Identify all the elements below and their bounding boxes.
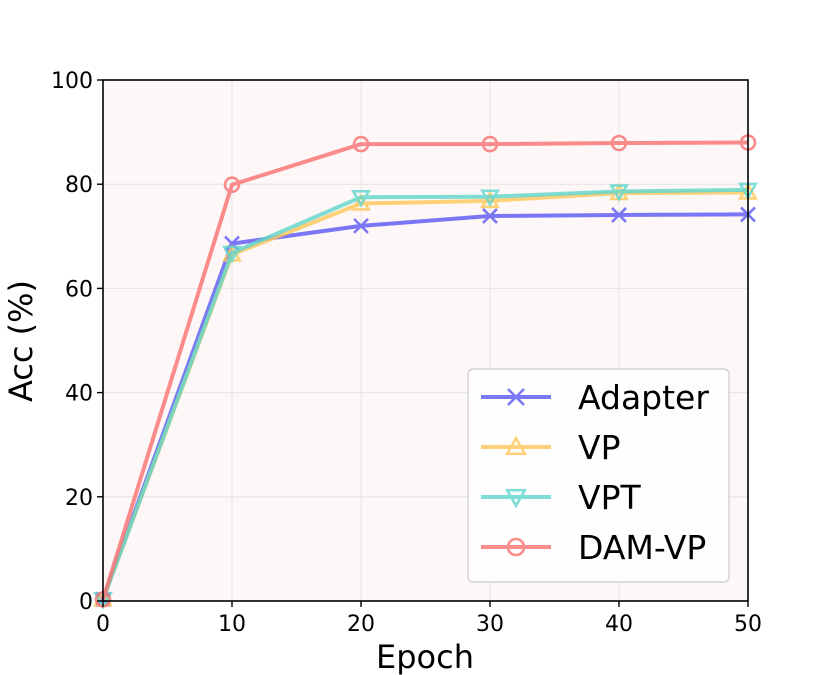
legend-swatch-adapter [481, 388, 551, 406]
y-tick-label: 100 [51, 69, 93, 94]
legend-label-vp: VP [578, 428, 620, 467]
series-line-vpt [101, 187, 749, 601]
legend-label-adapter: Adapter [578, 378, 709, 417]
legend-item-dam-vp: DAM-VP [481, 528, 706, 567]
data-point-dam-vp [610, 134, 628, 152]
legend-item-adapter: Adapter [481, 378, 709, 417]
data-point-adapter [353, 217, 369, 234]
x-tick-label: 50 [734, 612, 762, 637]
plot-frame [102, 79, 749, 602]
legend-item-vp: VP [481, 428, 620, 467]
legend-swatch-dam-vp [481, 537, 551, 557]
y-tick-label: 80 [65, 173, 93, 198]
legend-marker-vpt [504, 488, 528, 509]
data-point-adapter [611, 207, 627, 223]
axis-ticks: 0 10 20 30 40 50 0 20 40 60 80 100 [51, 69, 762, 637]
y-tick-label: 20 [65, 486, 93, 511]
legend-marker-vp [504, 435, 528, 456]
y-tick-label: 40 [65, 382, 93, 407]
legend-marker-adapter [507, 388, 525, 406]
data-point-vpt [351, 189, 371, 208]
x-tick-label: 40 [605, 612, 633, 637]
y-tick-label: 60 [65, 277, 93, 302]
data-point-dam-vp [481, 135, 499, 153]
legend-item-vpt: VPT [481, 478, 641, 517]
legend: Adapter VP VPT DAM-VP [467, 368, 730, 583]
x-axis-title: Epoch [376, 638, 474, 675]
x-tick-label: 30 [476, 612, 504, 637]
series-line-dam-vp [101, 140, 749, 601]
legend-swatch-vp [481, 435, 551, 456]
data-point-adapter [482, 208, 498, 224]
legend-label-vpt: VPT [578, 478, 641, 517]
x-tick-label: 20 [347, 612, 375, 637]
data-point-dam-vp [223, 176, 241, 194]
data-point-vpt [222, 245, 242, 264]
legend-marker-dam-vp [506, 537, 526, 557]
y-axis-title: Acc (%) [2, 280, 40, 402]
legend-label-dam-vp: DAM-VP [578, 528, 706, 567]
grid-lines [102, 79, 749, 602]
data-point-dam-vp [352, 135, 370, 153]
x-tick-label: 10 [218, 612, 246, 637]
data-point-vpt [609, 184, 629, 202]
x-tick-label: 0 [96, 612, 110, 637]
legend-swatch-vpt [481, 488, 551, 509]
data-point-vp [351, 193, 371, 211]
y-tick-label: 0 [79, 590, 93, 615]
series-layer [93, 134, 758, 610]
legend-box [467, 368, 730, 583]
series-line-adapter [101, 212, 749, 601]
data-point-vpt [480, 189, 500, 208]
